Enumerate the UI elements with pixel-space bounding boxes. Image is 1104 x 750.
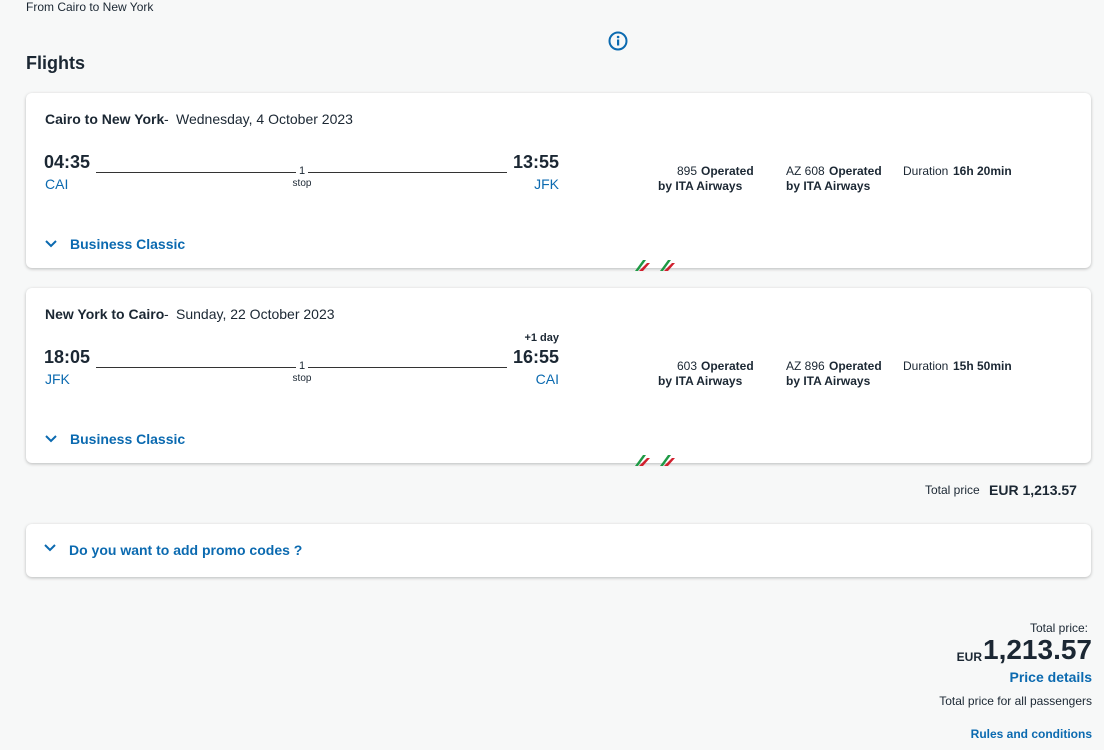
departure-time: 18:05 — [44, 347, 91, 367]
cabin-toggle[interactable]: Business Classic — [70, 431, 186, 447]
operated: Operated — [701, 164, 754, 178]
info-dot — [616, 35, 620, 39]
departure-airport: JFK — [45, 371, 70, 387]
separator: - — [164, 111, 169, 127]
carrier: by ITA Airways — [658, 179, 743, 193]
stop-label: stop — [292, 178, 312, 189]
departure-airport: CAI — [45, 176, 69, 192]
carrier: by ITA Airways — [786, 374, 871, 388]
carrier: by ITA Airways — [658, 374, 743, 388]
airline-logo — [660, 260, 675, 271]
flight-number: AZ 608 — [786, 164, 825, 178]
date: Wednesday, 4 October 2023 — [176, 111, 353, 127]
duration-label: Duration — [903, 164, 949, 178]
flight-card: New York to Cairo - Sunday, 22 October 202… — [26, 288, 1091, 466]
arrival-time: 13:55 — [512, 152, 559, 172]
summary-amount: 1,213.57 — [983, 634, 1092, 665]
route: Cairo to New York — [45, 111, 165, 127]
airline-logo — [635, 260, 650, 271]
route: New York to Cairo — [45, 306, 165, 322]
operated: Operated — [829, 164, 882, 178]
operated: Operated — [701, 359, 754, 373]
airline-logo — [635, 455, 650, 466]
summary-note: Total price for all passengers — [939, 694, 1092, 708]
rules-link[interactable]: Rules and conditions — [970, 727, 1092, 741]
chevron — [45, 240, 57, 248]
operated: Operated — [829, 359, 882, 373]
price-details-link[interactable]: Price details — [1009, 669, 1093, 685]
airline-logo — [660, 455, 675, 466]
total-amount: EUR 1,213.57 — [989, 482, 1077, 498]
arrival-airport: JFK — [534, 176, 559, 192]
departure-time: 04:35 — [44, 152, 91, 172]
flight-number: AZ 896 — [786, 359, 825, 373]
flight-number: 895 — [677, 164, 698, 178]
summary-label: Total price: — [1029, 621, 1088, 635]
carrier: by ITA Airways — [786, 179, 871, 193]
info-circle — [608, 31, 628, 51]
cabin-toggle[interactable]: Business Classic — [70, 236, 186, 252]
separator: - — [164, 306, 169, 322]
breadcrumb: From Cairo to New York — [26, 0, 154, 14]
chevron — [44, 544, 56, 552]
total-label: Total price — [925, 483, 980, 497]
info-stem — [617, 39, 620, 46]
stop-label: stop — [292, 373, 312, 384]
arrival-time: 16:55 — [512, 347, 559, 367]
arrival-airport: CAI — [535, 371, 559, 387]
date: Sunday, 22 October 2023 — [176, 306, 335, 322]
duration-label: Duration — [903, 359, 949, 373]
day-offset: +1 day — [524, 332, 559, 344]
flight-number: 603 — [677, 359, 698, 373]
promo-link[interactable]: Do you want to add promo codes ? — [69, 542, 303, 558]
summary-currency: EUR — [956, 650, 982, 664]
promo-card[interactable]: Do you want to add promo codes ? — [26, 524, 1091, 577]
duration-value: 15h 50min — [953, 359, 1012, 373]
flight-card: Cairo to New York - Wednesday, 4 October 2… — [26, 93, 1091, 271]
chevron — [45, 435, 57, 443]
stop-count: 1 — [296, 165, 308, 177]
info-icon[interactable] — [607, 30, 629, 52]
section-title: Flights — [26, 53, 85, 73]
stop-count: 1 — [296, 360, 308, 372]
duration-value: 16h 20min — [953, 164, 1012, 178]
